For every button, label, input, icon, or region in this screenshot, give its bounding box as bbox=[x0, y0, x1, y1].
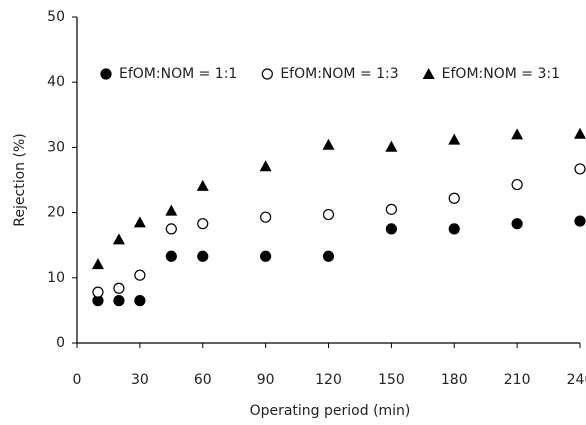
marker-circle bbox=[165, 250, 177, 262]
marker-circle bbox=[511, 178, 523, 191]
marker-triangle bbox=[165, 204, 178, 216]
marker-triangle bbox=[259, 160, 272, 172]
x-axis-label: Operating period (min) bbox=[250, 403, 411, 419]
marker-triangle bbox=[574, 127, 586, 139]
marker-circle bbox=[260, 250, 272, 262]
marker-triangle bbox=[322, 138, 335, 150]
marker-circle bbox=[511, 218, 523, 230]
marker-circle bbox=[134, 295, 146, 307]
legend-label: EfOM:NOM = 1:1 bbox=[119, 66, 237, 82]
marker-circle bbox=[113, 282, 125, 294]
x-tick-label: 30 bbox=[131, 372, 149, 388]
legend-label: EfOM:NOM = 3:1 bbox=[442, 66, 560, 82]
marker-circle bbox=[113, 295, 125, 307]
x-tick-label: 0 bbox=[73, 372, 82, 388]
marker-triangle bbox=[422, 68, 435, 79]
marker-circle bbox=[165, 223, 177, 235]
marker-circle bbox=[448, 192, 460, 204]
marker-circle bbox=[100, 68, 112, 80]
marker-circle bbox=[261, 68, 273, 80]
y-tick-label: 30 bbox=[47, 139, 65, 155]
marker-triangle bbox=[511, 128, 524, 140]
marker-circle bbox=[574, 163, 586, 175]
marker-circle bbox=[574, 215, 586, 227]
marker-circle bbox=[134, 269, 146, 281]
marker-triangle bbox=[112, 233, 125, 245]
marker-circle bbox=[385, 223, 397, 235]
marker-circle bbox=[92, 286, 104, 298]
x-tick-label: 150 bbox=[378, 372, 405, 388]
marker-triangle bbox=[385, 140, 398, 152]
marker-circle bbox=[260, 211, 272, 223]
marker-triangle bbox=[448, 133, 461, 145]
y-tick-label: 20 bbox=[47, 205, 65, 221]
marker-triangle bbox=[133, 216, 146, 228]
x-tick-label: 180 bbox=[441, 372, 468, 388]
x-tick-label: 60 bbox=[194, 372, 212, 388]
y-tick-label: 40 bbox=[47, 74, 65, 90]
y-tick-label: 10 bbox=[47, 270, 65, 286]
y-tick-label: 0 bbox=[56, 335, 65, 351]
marker-circle bbox=[448, 223, 460, 235]
y-tick-label: 50 bbox=[47, 9, 65, 25]
legend-label: EfOM:NOM = 1:3 bbox=[280, 66, 398, 82]
x-tick-label: 240 bbox=[567, 372, 586, 388]
marker-triangle bbox=[91, 258, 104, 270]
x-tick-label: 90 bbox=[257, 372, 275, 388]
y-axis-label: Rejection (%) bbox=[12, 133, 28, 226]
marker-circle bbox=[385, 203, 397, 215]
marker-circle bbox=[197, 250, 209, 262]
marker-circle bbox=[322, 208, 335, 221]
x-tick-label: 210 bbox=[504, 372, 531, 388]
marker-triangle bbox=[196, 179, 209, 191]
marker-circle bbox=[197, 218, 209, 230]
marker-circle bbox=[322, 250, 335, 262]
x-tick-label: 120 bbox=[315, 372, 342, 388]
